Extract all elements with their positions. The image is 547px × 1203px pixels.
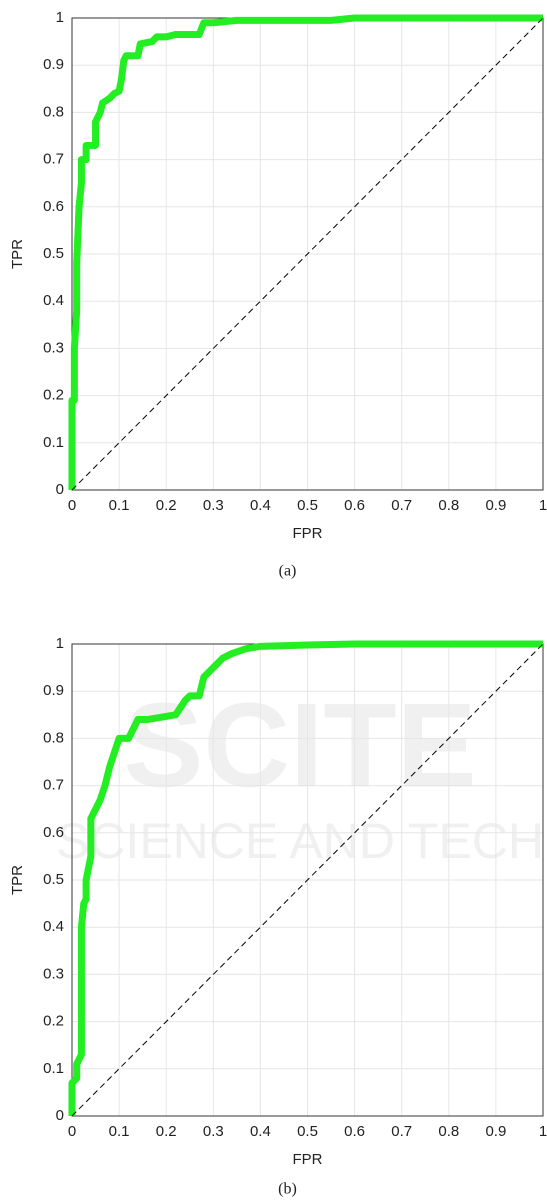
y-axis-label: TPR (9, 239, 26, 269)
x-tick-label: 0.4 (250, 1123, 271, 1140)
x-tick-label: 0.7 (391, 497, 412, 514)
x-tick-label: 0.2 (156, 1123, 177, 1140)
x-tick-label: 0.6 (344, 497, 365, 514)
y-tick-label: 0.1 (43, 434, 64, 451)
y-tick-label: 0.7 (43, 777, 64, 794)
x-tick-label: 0.5 (297, 497, 318, 514)
x-tick-label: 0.1 (109, 1123, 130, 1140)
watermark: SCITE (123, 679, 476, 813)
y-tick-label: 0.3 (43, 339, 64, 356)
x-tick-label: 0 (68, 497, 76, 514)
y-tick-label: 1 (56, 635, 64, 652)
y-tick-label: 0.9 (43, 682, 64, 699)
x-tick-label: 0.2 (156, 497, 177, 514)
y-tick-label: 0.5 (43, 871, 64, 888)
x-tick-label: 1 (539, 497, 547, 514)
y-tick-label: 0.7 (43, 151, 64, 168)
x-tick-label: 0.6 (344, 1123, 365, 1140)
x-tick-label: 0.4 (250, 497, 271, 514)
caption: (a) (279, 563, 297, 580)
x-tick-label: 0.8 (438, 1123, 459, 1140)
y-tick-label: 0.4 (43, 918, 64, 935)
roc-line (68, 14, 543, 490)
x-tick-label: 0.3 (203, 497, 224, 514)
x-tick-label: 0.5 (297, 1123, 318, 1140)
x-tick-label: 0.3 (203, 1123, 224, 1140)
caption: (b) (278, 1181, 297, 1198)
x-tick-label: 0.9 (485, 497, 506, 514)
x-tick-label: 0.7 (391, 1123, 412, 1140)
x-tick-label: 0.9 (485, 1123, 506, 1140)
y-tick-label: 0.4 (43, 292, 64, 309)
y-tick-label: 0.8 (43, 103, 64, 120)
x-axis-label: FPR (293, 525, 323, 542)
y-tick-label: 1 (56, 9, 64, 26)
x-axis-label: FPR (293, 1151, 323, 1168)
x-tick-label: 0 (68, 1123, 76, 1140)
y-tick-label: 0.5 (43, 245, 64, 262)
x-tick-label: 1 (539, 1123, 547, 1140)
roc-line (71, 643, 544, 1117)
y-tick-label: 0.6 (43, 824, 64, 841)
y-tick-label: 0 (56, 481, 64, 498)
x-tick-label: 0.1 (109, 497, 130, 514)
x-tick-label: 0.8 (438, 497, 459, 514)
watermark: SCIENCE AND TECH (56, 813, 544, 869)
y-tick-label: 0 (56, 1107, 64, 1124)
roc-line (71, 17, 544, 491)
y-tick-label: 0.3 (43, 965, 64, 982)
y-tick-label: 0.1 (43, 1060, 64, 1077)
y-tick-label: 0.6 (43, 198, 64, 215)
roc-line (68, 640, 543, 1116)
y-tick-label: 0.8 (43, 729, 64, 746)
y-tick-label: 0.2 (43, 1013, 64, 1030)
y-tick-label: 0.2 (43, 387, 64, 404)
y-tick-label: 0.9 (43, 56, 64, 73)
y-axis-label: TPR (9, 865, 26, 895)
